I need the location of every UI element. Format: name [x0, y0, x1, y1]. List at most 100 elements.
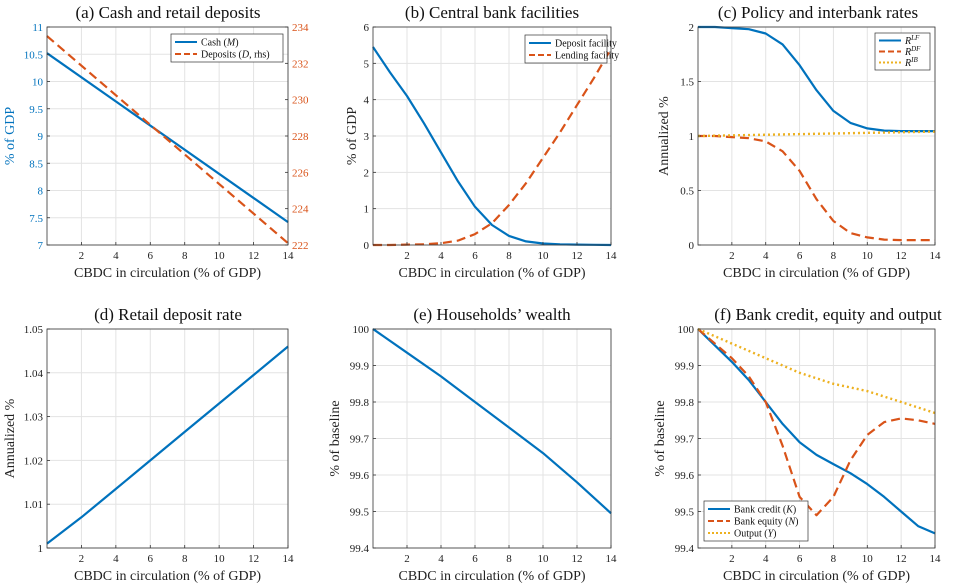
x-tick-label: 8	[182, 553, 188, 565]
y-axis-label: % of baseline	[653, 400, 668, 476]
series-line-r-df	[698, 134, 935, 242]
y-right-tick-label: 230	[292, 95, 309, 107]
y-tick-label: 99.4	[350, 543, 370, 555]
panel-title: (b) Central bank facilities	[405, 3, 579, 22]
y-axis-label: Annualized %	[657, 96, 672, 176]
y-tick-label: 1	[38, 543, 44, 555]
y-tick-label: 99.6	[675, 470, 695, 482]
y-tick-label: 1.5	[680, 77, 694, 89]
y-axis-label: Annualized %	[3, 398, 18, 478]
x-tick-label: 4	[438, 250, 444, 262]
panel-d: 1 1.01 1.02 1.03 1.04 1.05 2 4 6 8 10 12 14 (d) Retai…	[3, 305, 294, 584]
y-tick-label: 5	[364, 58, 370, 70]
legend-label: Bank equity (N)	[734, 517, 798, 528]
y-tick-label: 10.5	[24, 49, 44, 61]
y-axis-label: % of GDP	[345, 107, 360, 166]
x-tick-label: 12	[896, 553, 907, 565]
y-tick-label: 99.5	[675, 507, 695, 519]
y-tick-label: 99.9	[350, 361, 370, 373]
x-tick-label: 2	[729, 553, 735, 565]
y-tick-label: 1.05	[24, 324, 44, 336]
panel-f: 99.4 99.5 99.6 99.7 99.8 99.9 100 2 4 6 8 10 12 14 (f)…	[653, 305, 942, 584]
x-tick-label: 4	[438, 553, 444, 565]
x-tick-label: 6	[472, 250, 478, 262]
series-line-r-lf	[698, 25, 935, 133]
y-tick-label: 1	[689, 131, 695, 143]
panel-c: 0 0.5 1 1.5 2 2 4 6 8 10 12 14 (c) Policy and interb…	[657, 3, 941, 281]
x-tick-label: 6	[148, 553, 154, 565]
y-tick-label: 8	[38, 186, 44, 198]
x-tick-label: 14	[930, 553, 942, 565]
x-tick-label: 8	[506, 250, 512, 262]
x-tick-label: 10	[538, 553, 550, 565]
x-tick-label: 10	[862, 250, 874, 262]
y-tick-label: 1.04	[24, 368, 44, 380]
x-tick-label: 10	[214, 250, 226, 262]
x-axis-label: CBDC in circulation (% of GDP)	[723, 266, 910, 281]
x-tick-label: 6	[797, 553, 803, 565]
y-tick-label: 1	[364, 204, 370, 216]
series-line-d-0	[46, 345, 289, 545]
y-tick-label: 6	[364, 22, 370, 34]
series-line-e-0	[372, 328, 612, 515]
y-tick-label: 100	[678, 324, 695, 336]
legend-label: RIB	[904, 56, 918, 69]
legend-label: Deposits (D, rhs)	[201, 50, 270, 61]
legend: Bank credit (K)Bank equity (N)Output (Y)	[703, 500, 809, 542]
x-tick-label: 14	[930, 250, 942, 262]
x-tick-label: 2	[404, 250, 410, 262]
y-tick-label: 99.8	[350, 397, 370, 409]
legend-label: Cash (M)	[201, 38, 239, 49]
x-axis-label: CBDC in circulation (% of GDP)	[74, 569, 261, 584]
panel-title: (e) Households’ wealth	[413, 305, 571, 324]
panel-a: 7 7.5 8 8.5 9 9.5 10 10.5 11 222 224 226 228 230 232 23…	[3, 3, 309, 281]
legend-label: RDF	[904, 45, 921, 58]
y-tick-label: 99.8	[675, 397, 695, 409]
y-right-tick-label: 224	[292, 204, 309, 216]
x-tick-label: 6	[148, 250, 154, 262]
y-tick-label: 9.5	[29, 104, 43, 116]
y-tick-label: 99.7	[675, 434, 695, 446]
x-tick-label: 12	[572, 553, 583, 565]
x-tick-label: 10	[538, 250, 550, 262]
y-tick-label: 10	[32, 77, 44, 89]
legend-label: Bank credit (K)	[734, 505, 796, 516]
y-tick-label: 2	[689, 22, 695, 34]
x-tick-label: 10	[214, 553, 226, 565]
x-tick-label: 12	[248, 553, 259, 565]
series-line-cash-m	[46, 52, 289, 224]
y-tick-label: 0.5	[680, 186, 694, 198]
y-tick-label: 9	[38, 131, 44, 143]
x-tick-label: 14	[283, 553, 295, 565]
series-line-r-ib	[697, 130, 936, 138]
legend-label: Deposit facility	[555, 39, 617, 50]
y-tick-label: 0	[364, 240, 370, 252]
x-tick-label: 14	[606, 553, 618, 565]
x-tick-label: 12	[572, 250, 583, 262]
y-tick-label: 7	[38, 240, 44, 252]
panel-title: (a) Cash and retail deposits	[75, 3, 260, 22]
x-tick-label: 14	[283, 250, 295, 262]
x-tick-label: 4	[113, 250, 119, 262]
y-tick-label: 0	[689, 240, 695, 252]
series-line-bank-credit-k	[697, 328, 936, 535]
x-tick-label: 2	[729, 250, 735, 262]
y-axis-label: % of GDP	[3, 107, 18, 166]
x-axis-label: CBDC in circulation (% of GDP)	[398, 266, 585, 281]
y-tick-label: 2	[364, 167, 370, 179]
series-line-deposit-facility	[372, 46, 612, 247]
y-right-tick-label: 228	[292, 131, 309, 143]
y-tick-label: 4	[364, 95, 370, 107]
x-axis-label: CBDC in circulation (% of GDP)	[74, 266, 261, 281]
x-tick-label: 2	[79, 553, 85, 565]
legend-box	[524, 34, 608, 64]
x-tick-label: 4	[763, 250, 769, 262]
y-tick-label: 99.4	[675, 543, 695, 555]
x-tick-label: 8	[831, 553, 837, 565]
panel-title: (f) Bank credit, equity and output	[714, 305, 942, 324]
x-tick-label: 4	[113, 553, 119, 565]
x-axis-label: CBDC in circulation (% of GDP)	[723, 569, 910, 584]
